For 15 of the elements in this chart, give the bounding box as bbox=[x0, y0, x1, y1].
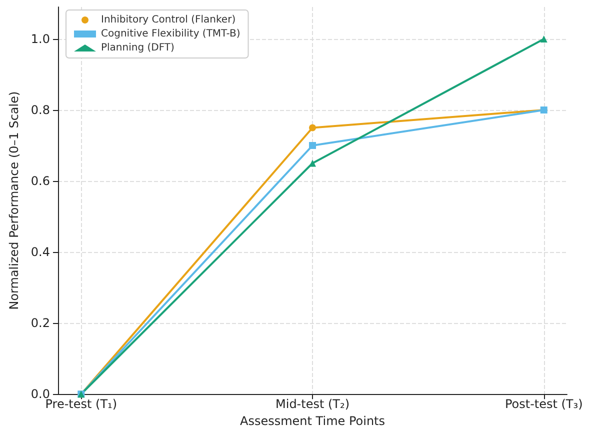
x-axis-title: Assessment Time Points bbox=[240, 414, 386, 428]
y-tick-label: 0.2 bbox=[30, 316, 50, 330]
legend-label: Inhibitory Control (Flanker) bbox=[101, 14, 236, 26]
legend-label: Planning (DFT) bbox=[101, 42, 175, 54]
x-tick-label: Post-test (T₃) bbox=[504, 397, 583, 412]
x-tick-label: Mid-test (T₂) bbox=[276, 397, 350, 412]
y-tick-label: 0.4 bbox=[30, 245, 50, 260]
point bbox=[309, 142, 316, 150]
point bbox=[309, 124, 316, 132]
y-tick-label: 1.0 bbox=[30, 32, 50, 46]
x-tick-label: Pre-test (T₁) bbox=[45, 397, 118, 412]
legend-label: Cognitive Flexibility (TMT-B) bbox=[101, 28, 240, 40]
y-tick-label: 0.8 bbox=[30, 102, 50, 117]
y-axis-title: Normalized Performance (0–1 Scale) bbox=[7, 91, 21, 310]
y-tick-label: 0.6 bbox=[30, 174, 50, 188]
